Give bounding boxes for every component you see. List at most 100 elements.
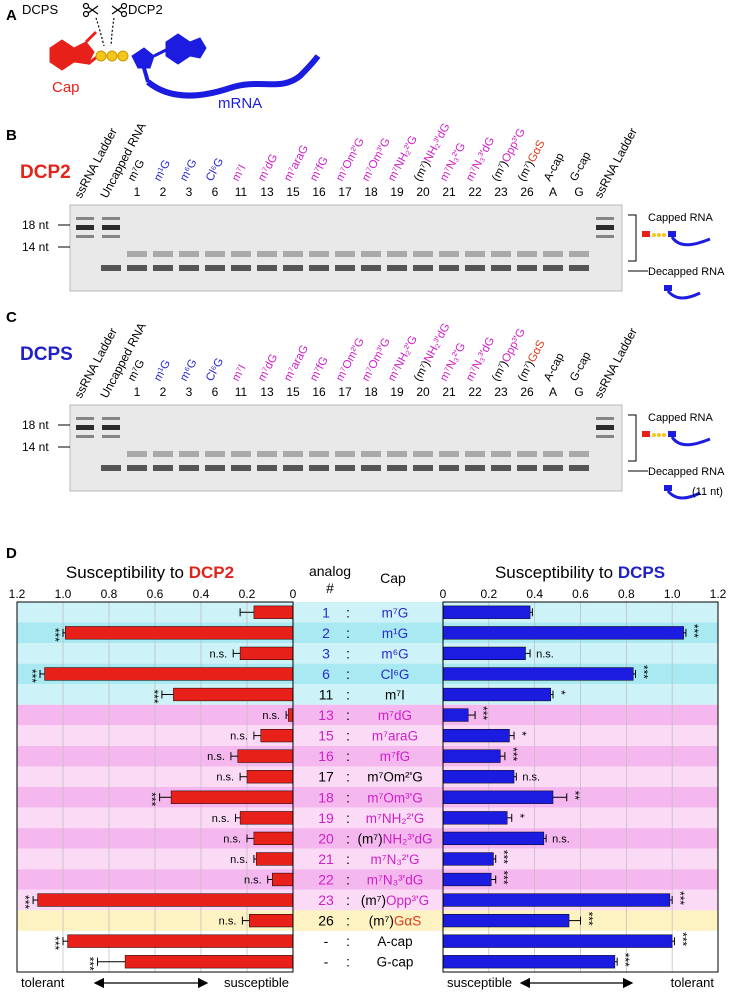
significance: n.s. [216,772,234,784]
lane-label: A-cap [542,151,567,183]
lane-number: A [549,185,557,199]
significance: n.s. [209,648,227,660]
icon-rna [668,231,676,237]
error-bar [614,957,618,966]
lane-label: m⁷I [230,163,249,184]
capped-band [387,451,407,457]
significance: n.s. [244,875,262,887]
capped-band [439,451,459,457]
decapped-band [101,465,121,471]
label-main: Cl⁶G [204,156,226,183]
ladder-band [596,217,614,220]
gel [69,404,623,492]
label-prefix: (m⁷) [358,831,383,846]
lane-label: m⁷araG [282,143,311,183]
bar [442,852,494,866]
capped-band [543,451,563,457]
decapped-band [257,265,277,271]
label-main: m¹G [152,158,173,183]
separator: : [346,892,350,908]
cap-label: Cap [52,79,80,96]
ladder-band [76,425,94,430]
enzyme-name: DCP2 [20,162,71,183]
cap-name: m⁷G [382,605,409,620]
label-main: m⁶G [178,157,200,183]
label-main: Cl⁶G [204,356,226,383]
error-bar [232,649,241,658]
ladder-band [102,417,120,420]
lane-number: 3 [186,385,193,399]
capped-band [257,251,277,257]
error-bar [507,813,513,822]
analog-number: 26 [318,913,334,929]
capped-band [465,251,485,257]
separator: : [346,645,350,661]
lane-number: 17 [338,385,352,399]
capped-band [179,251,199,257]
label-main: m⁶G [178,357,200,383]
decapped-band [309,265,329,271]
error-bar [62,628,66,637]
decapped-band [439,465,459,471]
ladder-band [596,225,614,230]
icon-phosphate [662,433,666,437]
decapped-band [361,465,381,471]
x-tick-label: 0 [440,587,447,601]
significance: n.s. [212,813,230,825]
icon-tail [670,236,711,247]
lane-label: m¹G [152,358,173,383]
ladder-band [596,235,614,238]
error-bar [683,628,687,637]
capped-band [335,251,355,257]
ladder-band [76,217,94,220]
decapped-band [153,265,173,271]
separator: : [346,933,350,949]
significance: *** [48,936,62,950]
decapped-band [413,265,433,271]
separator: : [346,851,350,867]
separator: : [346,625,350,641]
ladder-band [76,235,94,238]
label-main: m⁷NH₂²'G [366,811,424,826]
error-bar [239,772,247,781]
decapped-band [491,265,511,271]
error-bar [97,957,126,966]
decapped-band [387,465,407,471]
lane-number: 17 [338,185,352,199]
error-bar [493,854,497,863]
decapped-band [517,265,537,271]
decapped-band [283,265,303,271]
separator: : [346,830,350,846]
error-bar [239,608,254,617]
decapped-band [439,265,459,271]
error-bar [672,937,675,946]
lane-number: 1 [134,385,141,399]
lane-number: 3 [186,185,193,199]
bar [65,626,294,640]
icon-cap [642,431,650,437]
significance: * [515,731,529,736]
capped-band [309,451,329,457]
bar [37,893,294,907]
x-tick-label: 0.6 [572,587,589,601]
label-main: m⁷fG [308,355,331,384]
scissors [82,2,128,47]
decapped-band [127,265,147,271]
error-bar [550,690,554,699]
label-main: m⁷I [230,363,249,384]
significance: *** [506,747,520,761]
capped-band [127,451,147,457]
label-main: m⁷araG [282,343,311,383]
lane-number: 2 [160,185,167,199]
row-band [17,745,718,767]
enzyme-label: DCPS [22,2,58,17]
error-bar [32,896,38,905]
label-main: G-cap [377,955,414,970]
bar [442,913,570,928]
x-tick-label: 0 [290,587,297,601]
analog-number: 16 [318,748,334,764]
title-text: Susceptibility to [66,563,184,582]
label-main: GαS [526,338,548,364]
bar [237,749,294,763]
